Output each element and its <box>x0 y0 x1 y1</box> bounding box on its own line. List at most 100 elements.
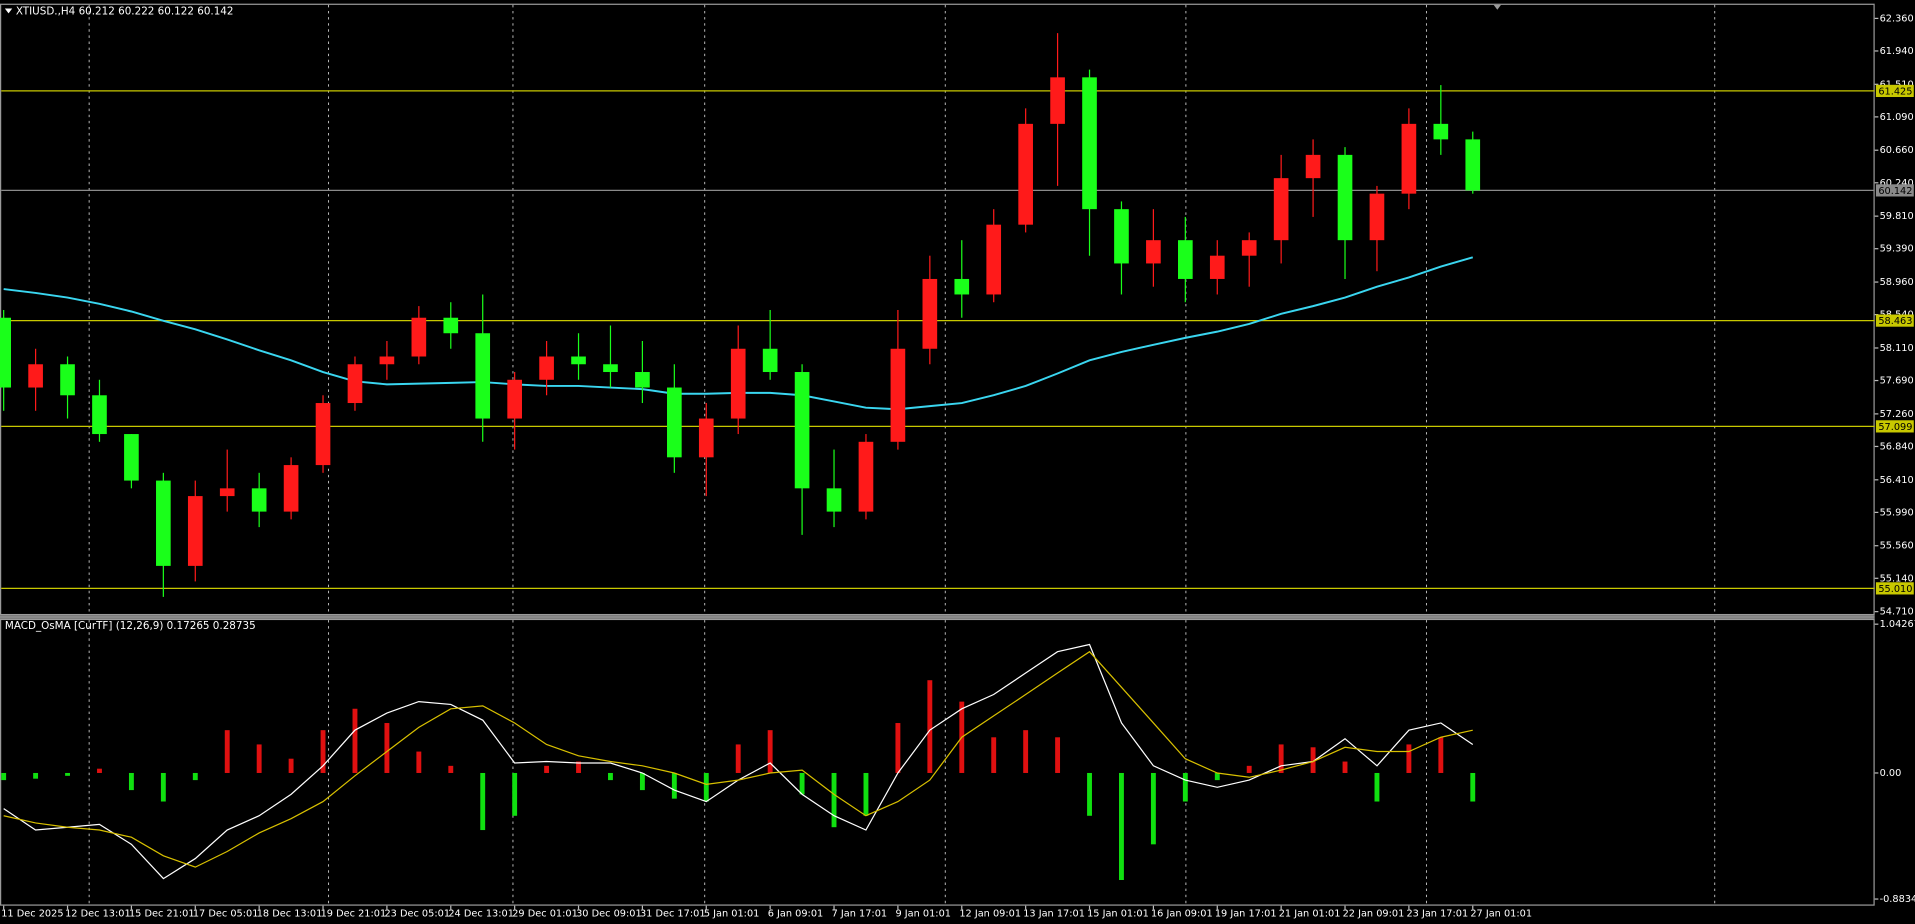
histogram-bar <box>512 772 518 816</box>
candle-body <box>156 480 171 566</box>
candle-body <box>187 496 203 566</box>
x-tick-label: 19 Jan 17:01 <box>1215 909 1277 920</box>
histogram-bar <box>671 772 677 799</box>
x-tick-label: 9 Jan 01:01 <box>895 909 951 920</box>
symbol-menu-arrow[interactable] <box>4 8 13 14</box>
histogram-bar <box>927 680 933 773</box>
x-tick-label: 12 Dec 13:01 <box>65 909 131 920</box>
candle-body <box>571 356 586 365</box>
x-tick-label: 31 Dec 17:01 <box>640 909 706 920</box>
candle-body <box>922 278 938 349</box>
price-level-label: 55.010 <box>1878 584 1912 595</box>
candle-body <box>986 224 1002 295</box>
y-tick-label: 56.840 <box>1880 441 1914 452</box>
histogram-bar <box>544 765 550 773</box>
candle-body <box>347 364 363 404</box>
x-tick-label: 30 Dec 09:01 <box>576 909 642 920</box>
y-tick-label: 59.810 <box>1880 211 1914 222</box>
price-level-label: 61.425 <box>1878 87 1912 98</box>
candle-body <box>1241 240 1257 256</box>
price-level-box <box>1875 582 1914 595</box>
price-level-label: 58.463 <box>1878 316 1912 327</box>
histogram-bar <box>1 772 7 781</box>
histogram-bar <box>1246 765 1252 773</box>
histogram-bar <box>1374 772 1380 802</box>
histogram-bar <box>1278 744 1284 773</box>
histogram-bar <box>1182 772 1188 802</box>
candle-body <box>1433 123 1449 140</box>
candle-body <box>635 372 650 388</box>
histogram-bar <box>1310 747 1316 773</box>
candle-body <box>1114 209 1129 264</box>
y-tick-label: 0.00 <box>1880 768 1902 779</box>
candle-body <box>890 348 906 442</box>
panel-separator[interactable] <box>0 615 1875 619</box>
histogram-bar <box>735 744 741 773</box>
histogram-bar <box>1342 761 1348 773</box>
y-tick-label: 60.240 <box>1880 178 1914 189</box>
macd-panel-frame <box>0 618 1875 906</box>
histogram-bar <box>160 772 166 802</box>
histogram-bar <box>895 723 901 773</box>
histogram-bar <box>799 772 805 795</box>
histogram-bar <box>1150 772 1156 845</box>
macd-line <box>3 650 1473 868</box>
candle-body <box>667 387 682 458</box>
x-tick-label: 27 Jan 01:01 <box>1470 909 1532 920</box>
candle-body <box>1018 123 1033 225</box>
x-tick-label: 19 Dec 21:01 <box>321 909 387 920</box>
y-tick-label: 58.110 <box>1880 343 1914 354</box>
histogram-bar <box>831 772 837 828</box>
y-tick-label: 55.560 <box>1880 541 1914 552</box>
candle-body <box>1178 240 1193 279</box>
y-tick-label: 56.410 <box>1880 475 1914 486</box>
y-tick-label: 55.140 <box>1880 573 1914 584</box>
y-tick-label: 59.390 <box>1880 244 1914 255</box>
histogram-bar <box>863 772 869 816</box>
histogram-bar <box>480 772 486 831</box>
histogram-bar <box>1214 772 1220 781</box>
histogram-bar <box>767 730 773 773</box>
candle-body <box>698 418 714 458</box>
candle-body <box>1465 139 1481 191</box>
candle-body <box>411 317 427 357</box>
x-tick-label: 13 Jan 17:01 <box>1023 909 1085 920</box>
histogram-bar <box>416 751 422 773</box>
candle-body <box>124 434 139 481</box>
candle-body <box>1082 77 1097 210</box>
candle-body <box>315 403 331 466</box>
price-level-box <box>1875 420 1914 433</box>
histogram-bar <box>608 772 613 781</box>
candle-body <box>443 317 459 334</box>
x-tick-label: 17 Dec 05:01 <box>193 909 259 920</box>
x-tick-label: 29 Dec 01:01 <box>512 909 578 920</box>
candle-body <box>603 364 618 373</box>
price-level-box <box>1875 314 1914 327</box>
x-tick-label: 7 Jan 17:01 <box>832 909 888 920</box>
chart-shift-marker[interactable] <box>1493 4 1501 10</box>
y-tick-label: -0.88342 <box>1880 894 1915 905</box>
x-tick-label: 15 Jan 01:01 <box>1087 909 1149 920</box>
candle-body <box>1401 123 1417 194</box>
y-tick-label: 61.940 <box>1880 46 1914 57</box>
histogram-bar <box>1470 772 1476 802</box>
x-tick-label: 11 Dec 2025 <box>1 909 63 920</box>
x-tick-label: 5 Jan 01:01 <box>704 909 760 920</box>
histogram-bar <box>65 772 70 776</box>
x-tick-label: 18 Dec 13:01 <box>257 909 323 920</box>
x-tick-label: 12 Jan 09:01 <box>959 909 1021 920</box>
histogram-bar <box>1438 737 1444 773</box>
histogram-bar <box>224 730 230 773</box>
candle-body <box>0 317 11 388</box>
candle-body <box>475 333 491 419</box>
candle-body <box>219 488 235 497</box>
x-tick-label: 23 Jan 17:01 <box>1406 909 1468 920</box>
histogram-bar <box>97 768 102 773</box>
candle-body <box>92 395 107 435</box>
histogram-bar <box>639 772 645 791</box>
candle-body <box>1273 178 1289 241</box>
histogram-bar <box>1119 772 1124 881</box>
main-panel-frame <box>0 3 1875 616</box>
price-level-box <box>1875 84 1914 98</box>
x-tick-label: 6 Jan 09:01 <box>768 909 824 920</box>
